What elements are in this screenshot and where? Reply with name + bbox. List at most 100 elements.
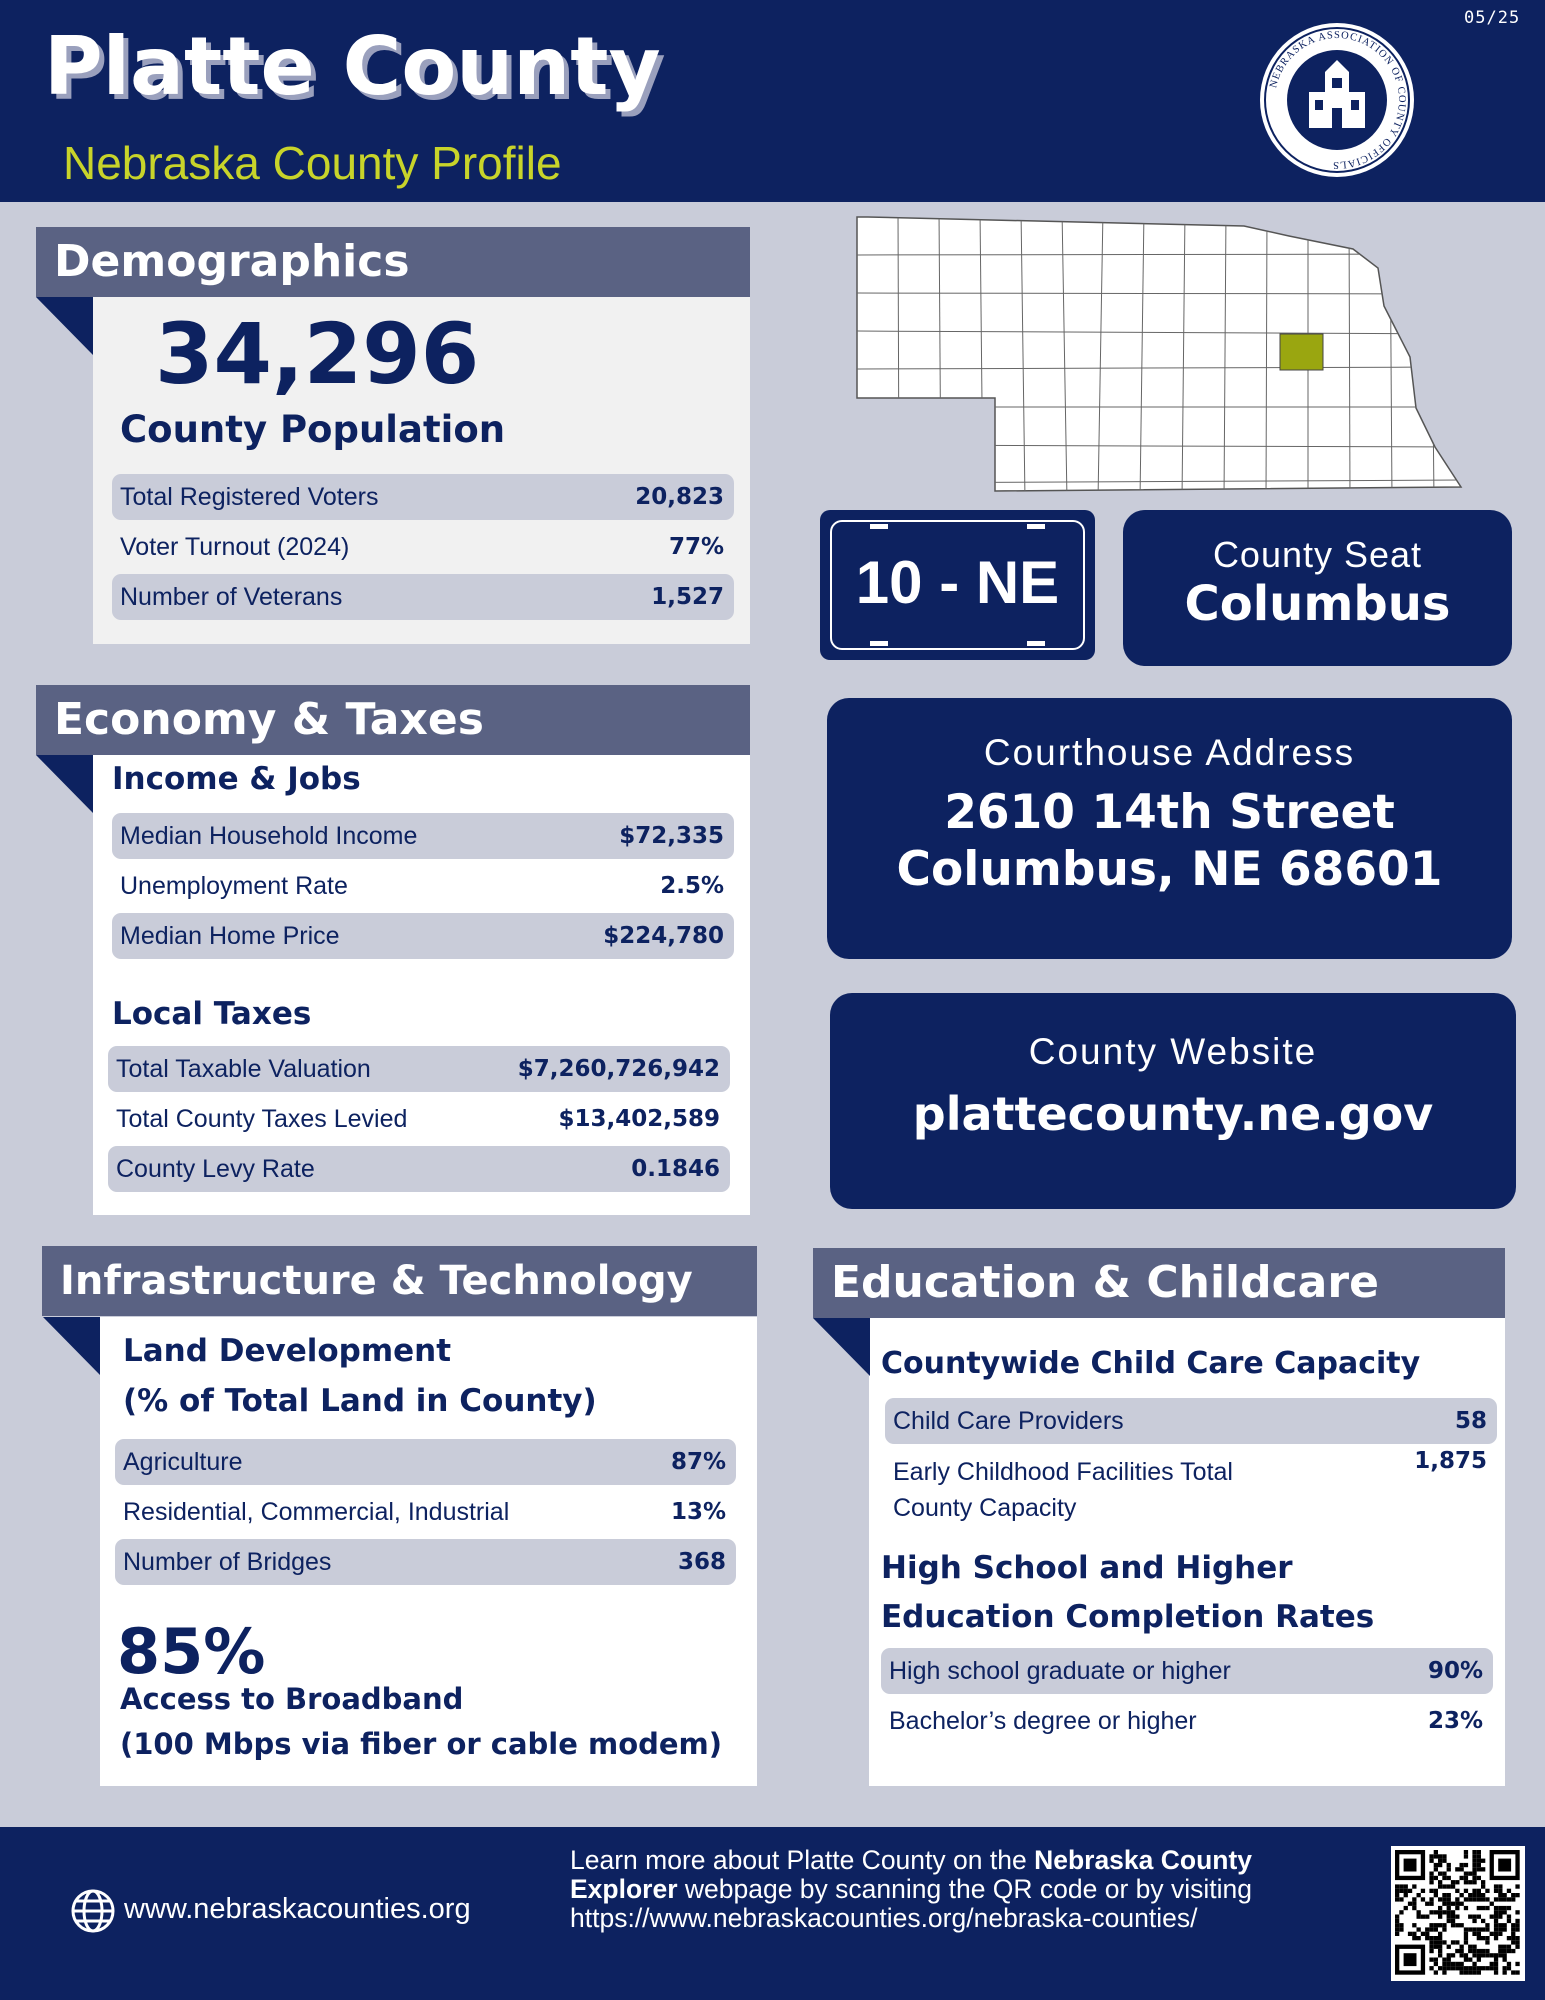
qr-module bbox=[1459, 1862, 1464, 1868]
qr-module bbox=[1429, 1944, 1434, 1949]
qr-module bbox=[1450, 1901, 1456, 1906]
qr-module bbox=[1455, 1923, 1460, 1928]
qr-module bbox=[1442, 1884, 1447, 1889]
stat-value: 0.1846 bbox=[631, 1156, 720, 1182]
qr-module bbox=[1468, 1871, 1473, 1876]
qr-module bbox=[1450, 1966, 1456, 1971]
qr-module bbox=[1498, 1948, 1503, 1954]
note-text: Learn more about Platte County on the bbox=[570, 1845, 1035, 1875]
qr-module bbox=[1493, 1888, 1499, 1893]
qr-module bbox=[1446, 1901, 1451, 1906]
qr-module bbox=[1493, 1953, 1499, 1958]
qr-module bbox=[1438, 1944, 1443, 1949]
qr-module bbox=[1472, 1927, 1477, 1932]
qr-module bbox=[1433, 1850, 1438, 1855]
qr-module bbox=[1506, 1888, 1512, 1893]
qr-module bbox=[1442, 1966, 1447, 1971]
stat-label: Bachelor’s degree or higher bbox=[889, 1707, 1197, 1735]
qr-module bbox=[1493, 1884, 1499, 1889]
qr-module bbox=[1489, 1966, 1494, 1971]
qr-module bbox=[1515, 1940, 1520, 1945]
county-line bbox=[1020, 217, 1026, 491]
qr-module bbox=[1472, 1966, 1477, 1971]
subheading: Education Completion Rates bbox=[881, 1599, 1375, 1635]
qr-module bbox=[1455, 1867, 1460, 1872]
qr-module bbox=[1485, 1905, 1490, 1911]
qr-module bbox=[1506, 1944, 1512, 1949]
qr-module bbox=[1493, 1918, 1499, 1924]
qr-module bbox=[1433, 1867, 1438, 1872]
qr-module bbox=[1468, 1897, 1473, 1902]
qr-module bbox=[1498, 1897, 1503, 1902]
qr-module bbox=[1481, 1953, 1486, 1958]
website-label: County Website bbox=[1028, 1031, 1318, 1072]
qr-module bbox=[1455, 1966, 1460, 1971]
stat-row: Bachelor’s degree or higher 23% bbox=[881, 1698, 1493, 1744]
district: 10 - NE bbox=[855, 549, 1060, 616]
qr-module bbox=[1446, 1897, 1451, 1902]
stat-label: Number of Veterans bbox=[120, 583, 343, 611]
qr-module bbox=[1450, 1961, 1456, 1967]
fold bbox=[36, 755, 93, 813]
qr-module bbox=[1498, 1953, 1503, 1958]
qr-module bbox=[1481, 1936, 1486, 1941]
qr-module bbox=[1489, 1901, 1494, 1906]
qr-module bbox=[1515, 1970, 1520, 1975]
qr-module bbox=[1450, 1918, 1456, 1924]
qr-module bbox=[1498, 1944, 1503, 1949]
note-bold: Nebraska County Explorer bbox=[570, 1845, 1253, 1904]
section-heading: Education & Childcare bbox=[813, 1248, 1505, 1318]
qr-module bbox=[1403, 1888, 1408, 1893]
stat-value: 23% bbox=[1427, 1708, 1483, 1734]
qr-module bbox=[1442, 1940, 1447, 1945]
qr-module bbox=[1433, 1961, 1438, 1967]
qr-module bbox=[1489, 1931, 1494, 1936]
qr-module bbox=[1429, 1901, 1434, 1906]
qr-module bbox=[1433, 1936, 1438, 1941]
qr-module bbox=[1502, 1966, 1507, 1971]
qr-module bbox=[1446, 1893, 1451, 1898]
qr-module bbox=[1429, 1897, 1434, 1902]
fold bbox=[36, 297, 93, 355]
qr-module bbox=[1455, 1914, 1460, 1919]
qr-module bbox=[1463, 1970, 1469, 1975]
qr-module bbox=[1463, 1936, 1469, 1941]
qr-module bbox=[1433, 1910, 1438, 1915]
qr-module bbox=[1459, 1893, 1464, 1898]
qr-module bbox=[1485, 1923, 1490, 1928]
qr-module bbox=[1455, 1961, 1460, 1967]
stat-label: Residential, Commercial, Industrial bbox=[123, 1498, 510, 1526]
qr-module bbox=[1468, 1944, 1473, 1949]
rows: Median Household Income $72,335 Unemployme… bbox=[112, 813, 734, 963]
qr-module bbox=[1463, 1854, 1469, 1859]
qr-code bbox=[1391, 1846, 1525, 1981]
qr-module bbox=[1459, 1961, 1464, 1967]
qr-module bbox=[1429, 1880, 1434, 1885]
qr-module bbox=[1485, 1948, 1490, 1954]
seat-label: County Seat bbox=[1212, 534, 1423, 575]
qr-module bbox=[1506, 1961, 1512, 1967]
qr-module bbox=[1450, 1910, 1456, 1915]
county-line bbox=[857, 366, 1461, 370]
broadband-label: (100 Mbps via fiber or cable modem) bbox=[120, 1727, 723, 1761]
qr-module bbox=[1442, 1970, 1447, 1975]
qr-module bbox=[1438, 1931, 1443, 1936]
qr-module bbox=[1502, 1905, 1507, 1911]
qr-module bbox=[1463, 1897, 1469, 1902]
qr-module bbox=[1515, 1884, 1520, 1889]
qr-module bbox=[1485, 1897, 1490, 1902]
rows: Total Taxable Valuation $7,260,726,942 Tot… bbox=[108, 1046, 730, 1196]
address-line: Columbus, NE 68601 bbox=[896, 842, 1443, 897]
rows: High school graduate or higher 90% Bachelo… bbox=[881, 1648, 1493, 1748]
qr-module bbox=[1438, 1910, 1443, 1915]
qr-module bbox=[1433, 1927, 1438, 1932]
state-map bbox=[856, 216, 1463, 492]
qr-module bbox=[1455, 1888, 1460, 1893]
qr-module bbox=[1429, 1888, 1434, 1893]
qr-module bbox=[1463, 1966, 1469, 1971]
stat-value: $7,260,726,942 bbox=[517, 1056, 720, 1082]
rows: Agriculture 87% Residential, Commercial, I… bbox=[115, 1439, 736, 1589]
qr-module bbox=[1472, 1871, 1477, 1876]
qr-module bbox=[1412, 1931, 1417, 1936]
qr-module bbox=[1472, 1862, 1477, 1868]
